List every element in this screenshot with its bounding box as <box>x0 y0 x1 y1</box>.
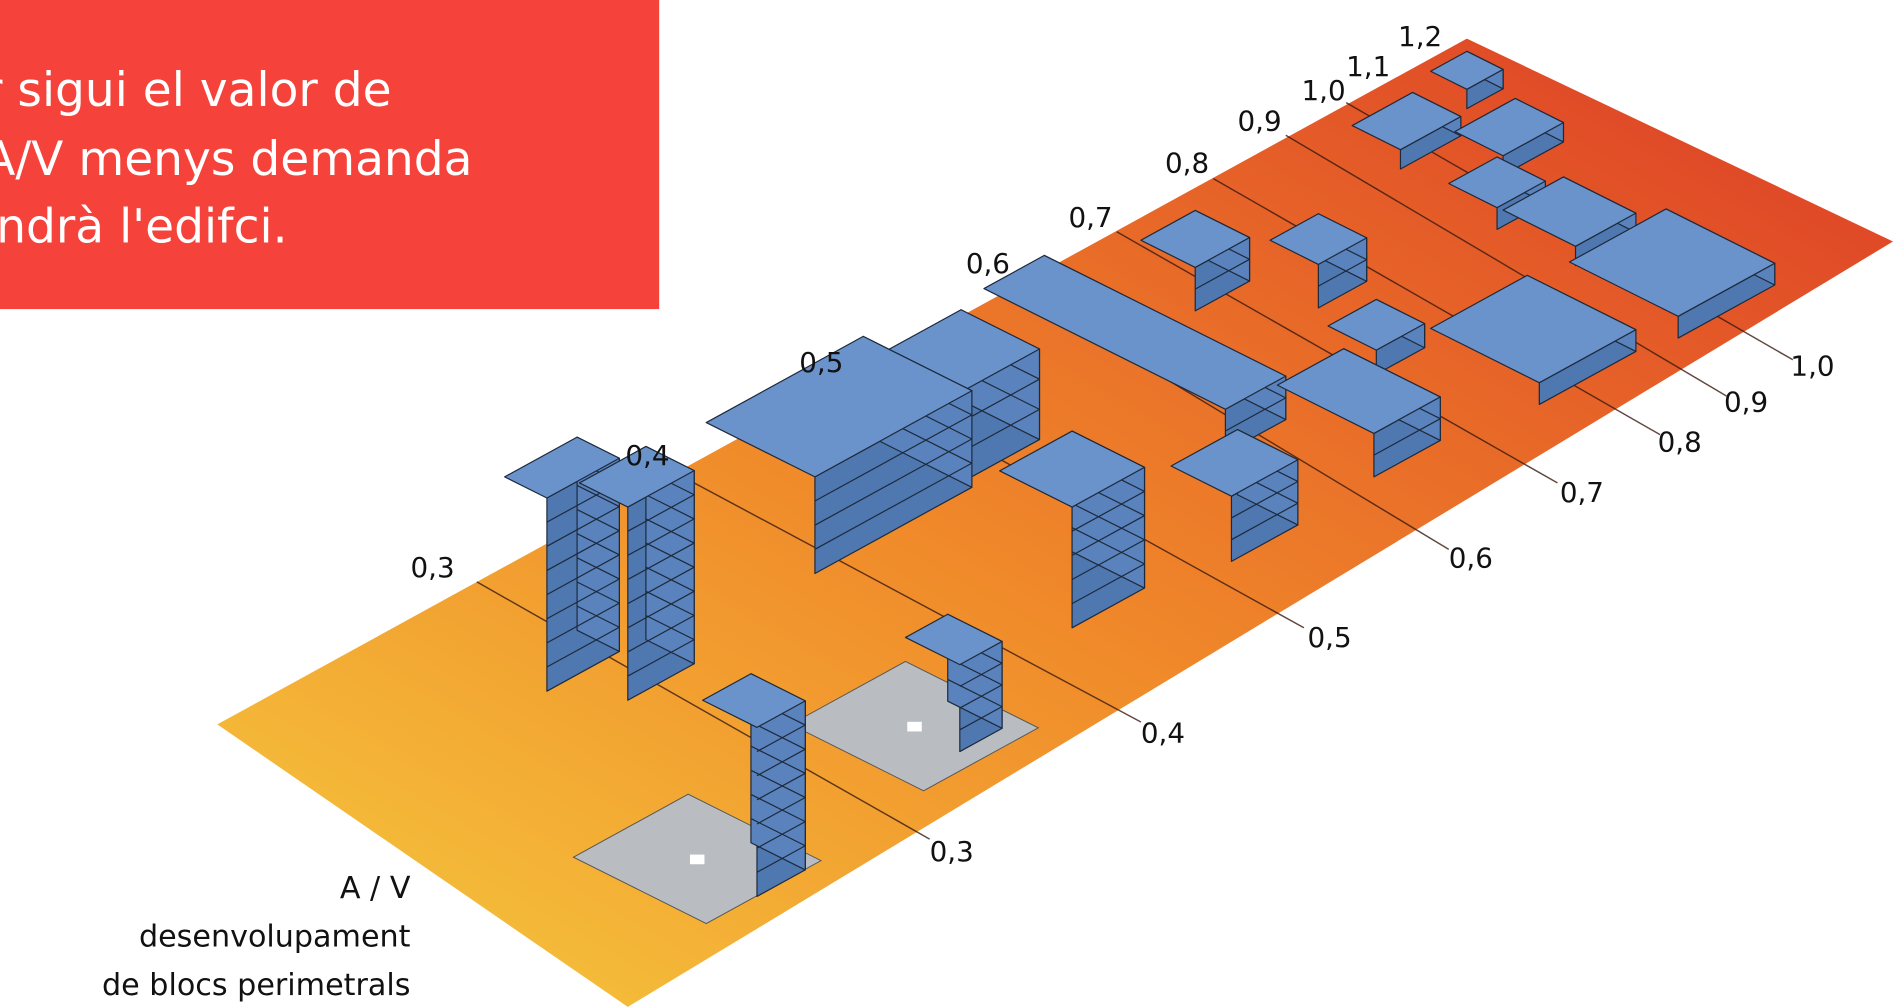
floor-line <box>627 518 695 581</box>
av-label: 0,8 <box>1165 147 1209 180</box>
grid-line <box>1212 178 1661 436</box>
building-top <box>1276 348 1441 435</box>
building-top <box>504 436 620 499</box>
av-label: 0,7 <box>1068 201 1112 234</box>
av-label: 0,9 <box>1724 386 1768 419</box>
building-top <box>1454 97 1565 157</box>
building-top <box>578 445 695 508</box>
floor-line <box>627 614 695 677</box>
caption-line: de blocs perimetrals <box>102 968 410 1003</box>
av-label: 1,2 <box>1398 20 1442 53</box>
plane <box>217 38 1893 1007</box>
floor-line <box>1071 502 1146 581</box>
floor-line <box>750 793 806 849</box>
floor-line <box>546 484 620 547</box>
floor-line <box>750 745 806 801</box>
floor-line <box>627 494 695 556</box>
pad-mark <box>907 721 922 732</box>
av-label: 0,7 <box>1560 476 1604 509</box>
grid-line <box>1285 134 1727 397</box>
av-label: 0,4 <box>1141 716 1185 749</box>
pad-mark <box>689 854 705 865</box>
building-top <box>1170 428 1299 497</box>
grid-line <box>675 472 1142 723</box>
floor-line <box>546 509 620 571</box>
av-label: 0,9 <box>1237 104 1281 137</box>
building-top <box>1140 209 1251 269</box>
av-label: 0,4 <box>625 439 669 472</box>
building-top <box>702 673 806 729</box>
caption-line: desenvolupament <box>139 920 411 955</box>
buildings <box>504 50 1776 925</box>
floor-line <box>947 678 1003 731</box>
floor-line <box>627 542 695 605</box>
building-top <box>1502 176 1637 247</box>
text-box-line: A/V menys demanda <box>0 132 472 187</box>
text-box-line: r sigui el valor de <box>0 63 392 118</box>
building-top <box>705 335 973 478</box>
building-top <box>1430 274 1637 384</box>
text-box: r sigui el valor de A/V menys demanda in… <box>0 0 660 310</box>
caption: A / V desenvolupament de blocs perimetra… <box>102 871 411 1003</box>
av-label: 0,6 <box>966 247 1010 280</box>
caption-line: A / V <box>340 871 411 906</box>
floor-line <box>954 369 1041 457</box>
av-label: 0,3 <box>930 835 974 868</box>
floor-line <box>750 818 806 873</box>
av-label: 1,0 <box>1790 349 1834 382</box>
floor-line <box>627 590 695 653</box>
building-top <box>999 430 1146 508</box>
building-top <box>1430 50 1504 90</box>
building-top <box>904 613 1003 666</box>
right-labels: 0,3 0,4 0,5 0,6 0,7 0,8 0,9 1,0 <box>930 349 1835 867</box>
building-top <box>1568 208 1776 317</box>
floor-line <box>546 605 620 668</box>
left-labels: 0,3 0,4 0,5 0,6 0,7 0,8 0,9 1,0 1,1 1,2 <box>410 20 1442 584</box>
floor-line <box>1071 527 1146 605</box>
av-label: 0,6 <box>1449 541 1493 574</box>
building-top <box>1269 213 1368 266</box>
building-top <box>1351 91 1462 151</box>
floor-line <box>546 581 620 644</box>
floor-line <box>627 566 695 629</box>
building-top <box>1448 156 1546 209</box>
av-label: 1,1 <box>1346 50 1390 83</box>
text-box-bg <box>0 0 660 310</box>
text-box-line: indrà l'edifci. <box>0 200 288 255</box>
av-label: 0,5 <box>1308 621 1352 654</box>
floor-line <box>750 721 806 777</box>
floor-line <box>947 657 1003 709</box>
floor-line <box>1231 472 1299 541</box>
building-top <box>983 254 1287 410</box>
av-label: 1,0 <box>1301 74 1345 107</box>
floor-line <box>546 533 620 596</box>
floor-line <box>546 557 620 620</box>
av-label: 0,5 <box>799 346 843 379</box>
av-label: 0,8 <box>1658 426 1702 459</box>
building-top <box>1327 298 1426 351</box>
floor-line <box>750 769 806 825</box>
av-label: 0,3 <box>410 551 454 584</box>
